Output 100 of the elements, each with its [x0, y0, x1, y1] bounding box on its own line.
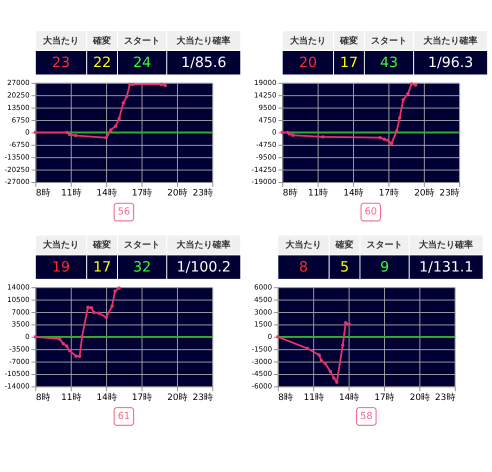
y-tick-label: 6750 [12, 115, 30, 124]
y-tick-label: 27000 [7, 78, 30, 88]
x-tick-label: 11時 [61, 188, 82, 199]
category-label: 1/100.2 [176, 260, 231, 276]
text: 大当たり [43, 240, 80, 251]
text: スタート [124, 35, 160, 46]
point [378, 136, 382, 140]
point [74, 134, 78, 138]
point [332, 376, 336, 380]
y-tick-label: -13500 [4, 152, 30, 162]
text: 確変 [339, 35, 358, 46]
point [104, 316, 108, 320]
x-tick-label: 20時 [167, 188, 188, 199]
text: スタート [366, 240, 403, 251]
y-tick-label: -1500 [252, 344, 273, 354]
category-label: 43 [380, 55, 398, 72]
x-tick-label: 11時 [308, 188, 328, 199]
y-tick-label: 4500 [254, 294, 273, 304]
text: 大当たり確率 [176, 240, 231, 251]
point [348, 322, 351, 326]
y-tick-label: -20250 [4, 164, 30, 174]
x-tick-label: 23時 [439, 188, 460, 199]
point [291, 134, 295, 137]
point [74, 354, 78, 358]
y-tick-label: -7000 [9, 356, 30, 366]
y-tick-label: 0 [25, 332, 30, 342]
point [97, 311, 101, 315]
x-tick-label: 17時 [132, 188, 152, 199]
text: 大当たり確率 [176, 35, 231, 46]
text: 確変 [92, 35, 112, 46]
y-tick-label: 13500 [7, 102, 30, 112]
point [382, 138, 386, 141]
text: スタート [371, 35, 408, 46]
category-label: 23 [52, 55, 70, 72]
y-tick-label: -10500 [4, 369, 30, 378]
point [110, 304, 114, 308]
x-tick-label: 14時 [338, 392, 360, 404]
x-tick-label: 14時 [96, 392, 117, 404]
y-tick-label: 0 [25, 128, 30, 137]
point [86, 306, 90, 310]
point [118, 116, 121, 120]
category-label: 20 [298, 55, 317, 72]
category-label: 24 [133, 55, 152, 72]
y-tick-label: 14250 [254, 90, 278, 100]
x-tick-label: 20時 [414, 188, 434, 199]
point [122, 101, 125, 105]
point [34, 130, 38, 134]
x-tick-label: 14時 [343, 188, 364, 199]
text: 58 [360, 411, 373, 422]
category-label: 17 [340, 55, 358, 72]
point [395, 129, 398, 133]
x-tick-label: 8時 [282, 188, 298, 199]
text: 61 [118, 411, 130, 422]
y-tick-label: 3000 [254, 307, 273, 316]
y-tick-label: -4750 [256, 140, 278, 150]
y-tick-label: 0 [268, 332, 273, 342]
y-tick-label: -6750 [9, 140, 30, 150]
point [80, 335, 84, 338]
point [114, 124, 118, 128]
y-tick-label: -6000 [252, 382, 273, 391]
y-tick-label: -19000 [252, 177, 278, 186]
x-tick-label: 11時 [61, 392, 82, 404]
text: 大当たり確率 [424, 35, 478, 46]
x-tick-label: 11時 [304, 392, 324, 404]
category-label: 1/131.1 [419, 260, 474, 276]
point [386, 138, 390, 142]
point [344, 321, 348, 324]
y-tick-label: 3500 [12, 320, 30, 329]
y-tick-label: 19000 [254, 78, 278, 88]
point [321, 135, 325, 139]
point [113, 290, 117, 293]
category-label: 19 [52, 260, 70, 276]
text: 大当たり確率 [419, 240, 474, 251]
x-tick-label: 17時 [374, 392, 395, 404]
y-tick-label: -27000 [4, 177, 30, 186]
point [61, 342, 65, 346]
text: 確変 [92, 240, 112, 251]
x-tick-label: 17時 [378, 188, 400, 199]
point [317, 353, 321, 357]
point [104, 136, 108, 140]
point [406, 92, 410, 96]
category-label: 1/85.6 [181, 55, 226, 72]
point [414, 83, 418, 87]
y-tick-label: -3000 [252, 356, 273, 366]
text: 確変 [334, 240, 354, 251]
category-label: 17 [93, 260, 112, 276]
category-label: 5 [340, 260, 350, 276]
text: 大当たり [43, 35, 80, 46]
text: 大当たり [286, 240, 322, 251]
y-tick-label: 0 [272, 128, 278, 137]
y-tick-label: 9500 [258, 102, 278, 112]
y-tick-label: -4500 [252, 369, 273, 378]
point [109, 128, 113, 132]
point [65, 130, 68, 134]
x-tick-label: 14時 [96, 188, 117, 199]
point [306, 346, 310, 350]
point [164, 84, 167, 88]
point [398, 116, 402, 120]
x-tick-label: 23時 [192, 392, 213, 404]
y-tick-label: 20250 [7, 90, 30, 100]
